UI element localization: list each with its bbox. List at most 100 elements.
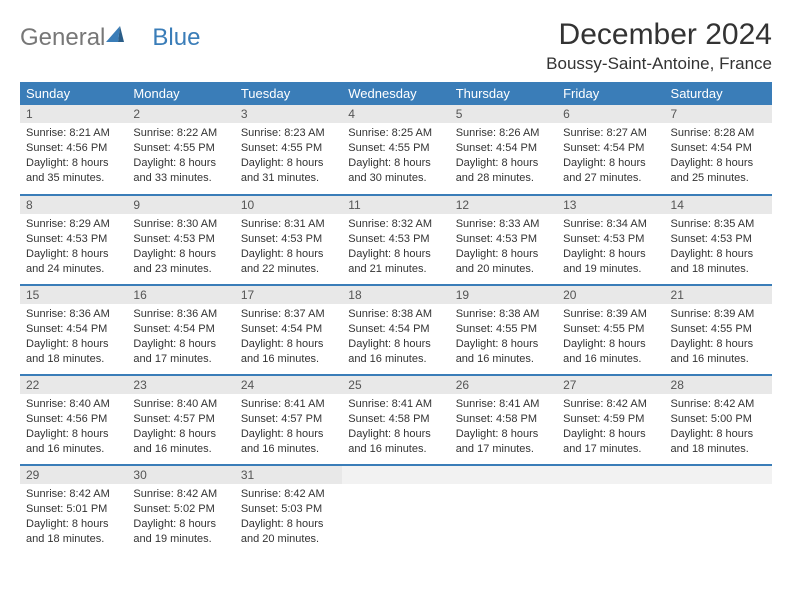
daylight-line: Daylight: 8 hours and 16 minutes. <box>133 428 216 455</box>
daylight-line: Daylight: 8 hours and 25 minutes. <box>671 157 754 184</box>
day-number: 10 <box>235 196 342 214</box>
daylight-line: Daylight: 8 hours and 27 minutes. <box>563 157 646 184</box>
day-header: Friday <box>557 82 664 105</box>
day-header: Tuesday <box>235 82 342 105</box>
day-body: Sunrise: 8:27 AMSunset: 4:54 PMDaylight:… <box>557 123 664 191</box>
calendar-day-cell: 26Sunrise: 8:41 AMSunset: 4:58 PMDayligh… <box>450 375 557 465</box>
location: Boussy-Saint-Antoine, France <box>546 54 772 74</box>
day-number: 17 <box>235 286 342 304</box>
sunset-line: Sunset: 4:54 PM <box>456 142 537 154</box>
day-body: Sunrise: 8:34 AMSunset: 4:53 PMDaylight:… <box>557 214 664 282</box>
sunrise-line: Sunrise: 8:27 AM <box>563 127 647 139</box>
day-body: Sunrise: 8:38 AMSunset: 4:54 PMDaylight:… <box>342 304 449 372</box>
sunrise-line: Sunrise: 8:38 AM <box>348 308 432 320</box>
daylight-line: Daylight: 8 hours and 20 minutes. <box>456 248 539 275</box>
day-body-empty <box>665 484 772 544</box>
sunset-line: Sunset: 4:54 PM <box>241 323 322 335</box>
day-number: 11 <box>342 196 449 214</box>
day-number: 22 <box>20 376 127 394</box>
day-number-empty <box>665 466 772 484</box>
day-body: Sunrise: 8:42 AMSunset: 5:02 PMDaylight:… <box>127 484 234 552</box>
calendar-day-cell: 7Sunrise: 8:28 AMSunset: 4:54 PMDaylight… <box>665 105 772 195</box>
calendar-day-cell: 9Sunrise: 8:30 AMSunset: 4:53 PMDaylight… <box>127 195 234 285</box>
day-body: Sunrise: 8:38 AMSunset: 4:55 PMDaylight:… <box>450 304 557 372</box>
day-body: Sunrise: 8:40 AM Sunset: 4:57 PM Daylight:… <box>127 394 234 462</box>
calendar-week-row: 29Sunrise: 8:42 AMSunset: 5:01 PMDayligh… <box>20 465 772 555</box>
sunrise-line: Sunrise: 8:42 AM <box>671 398 755 410</box>
calendar-day-cell: 29Sunrise: 8:42 AMSunset: 5:01 PMDayligh… <box>20 465 127 555</box>
logo-triangle-icon <box>106 21 124 49</box>
day-body: Sunrise: 8:28 AMSunset: 4:54 PMDaylight:… <box>665 123 772 191</box>
calendar-table: SundayMondayTuesdayWednesdayThursdayFrid… <box>20 82 772 555</box>
sunrise-line: Sunrise: 8:25 AM <box>348 127 432 139</box>
day-body: Sunrise: 8:23 AMSunset: 4:55 PMDaylight:… <box>235 123 342 191</box>
calendar-day-cell: 10Sunrise: 8:31 AMSunset: 4:53 PMDayligh… <box>235 195 342 285</box>
daylight-line: Daylight: 8 hours and 21 minutes. <box>348 248 431 275</box>
sunrise-line: Sunrise: 8:42 AM <box>133 488 217 500</box>
day-body: Sunrise: 8:39 AMSunset: 4:55 PMDaylight:… <box>665 304 772 372</box>
day-body: Sunrise: 8:42 AMSunset: 4:59 PMDaylight:… <box>557 394 664 462</box>
sunset-line: Sunset: 4:54 PM <box>133 323 214 335</box>
calendar-day-cell: 23Sunrise: 8:40 AMSunset: 4:57 PMDayligh… <box>127 375 234 465</box>
day-number: 14 <box>665 196 772 214</box>
daylight-line: Daylight: 8 hours and 17 minutes. <box>456 428 539 455</box>
month-title: December 2024 <box>546 18 772 52</box>
logo-text-blue: Blue <box>152 24 200 52</box>
day-number: 16 <box>127 286 234 304</box>
sunrise-line: Sunrise: 8:41 AM <box>348 398 432 410</box>
sunrise-line: Sunrise: 8:21 AM <box>26 127 110 139</box>
calendar-day-cell: 2Sunrise: 8:22 AMSunset: 4:55 PMDaylight… <box>127 105 234 195</box>
day-body-empty <box>342 484 449 544</box>
sunrise-line: Sunrise: 8:23 AM <box>241 127 325 139</box>
calendar-week-row: 8Sunrise: 8:29 AMSunset: 4:53 PMDaylight… <box>20 195 772 285</box>
sunrise-line: Sunrise: 8:28 AM <box>671 127 755 139</box>
daylight-line: Daylight: 8 hours and 18 minutes. <box>671 428 754 455</box>
day-body: Sunrise: 8:39 AMSunset: 4:55 PMDaylight:… <box>557 304 664 372</box>
sunset-line: Sunset: 4:57 PM <box>133 413 214 425</box>
sunrise-line: Sunrise: 8:39 AM <box>563 308 647 320</box>
sunset-line: Sunset: 4:53 PM <box>348 233 429 245</box>
calendar-day-cell: 19Sunrise: 8:38 AMSunset: 4:55 PMDayligh… <box>450 285 557 375</box>
calendar-day-cell: 14Sunrise: 8:35 AMSunset: 4:53 PMDayligh… <box>665 195 772 285</box>
calendar-day-cell: 12Sunrise: 8:33 AMSunset: 4:53 PMDayligh… <box>450 195 557 285</box>
calendar-day-cell: 28Sunrise: 8:42 AMSunset: 5:00 PMDayligh… <box>665 375 772 465</box>
sunrise-line: Sunrise: 8:41 AM <box>456 398 540 410</box>
calendar-week-row: 15Sunrise: 8:36 AMSunset: 4:54 PMDayligh… <box>20 285 772 375</box>
daylight-line: Daylight: 8 hours and 30 minutes. <box>348 157 431 184</box>
day-body: Sunrise: 8:31 AMSunset: 4:53 PMDaylight:… <box>235 214 342 282</box>
day-body: Sunrise: 8:40 AMSunset: 4:56 PMDaylight:… <box>20 394 127 462</box>
sunset-line: Sunset: 4:58 PM <box>456 413 537 425</box>
day-number: 24 <box>235 376 342 394</box>
calendar-day-cell: 15Sunrise: 8:36 AMSunset: 4:54 PMDayligh… <box>20 285 127 375</box>
day-body: Sunrise: 8:42 AMSunset: 5:01 PMDaylight:… <box>20 484 127 552</box>
daylight-line: Daylight: 8 hours and 16 minutes. <box>671 338 754 365</box>
day-number: 19 <box>450 286 557 304</box>
sunrise-line: Sunrise: 8:42 AM <box>26 488 110 500</box>
day-number: 5 <box>450 105 557 123</box>
sunset-line: Sunset: 4:55 PM <box>456 323 537 335</box>
sunrise-line: Sunrise: 8:31 AM <box>241 218 325 230</box>
sunset-line: Sunset: 4:57 PM <box>241 413 322 425</box>
day-body: Sunrise: 8:22 AMSunset: 4:55 PMDaylight:… <box>127 123 234 191</box>
sunset-line: Sunset: 5:00 PM <box>671 413 752 425</box>
sunrise-line: Sunrise: 8:22 AM <box>133 127 217 139</box>
calendar-day-cell: 17Sunrise: 8:37 AMSunset: 4:54 PMDayligh… <box>235 285 342 375</box>
sunrise-line: Sunrise: 8:29 AM <box>26 218 110 230</box>
calendar-week-row: 22Sunrise: 8:40 AMSunset: 4:56 PMDayligh… <box>20 375 772 465</box>
sunset-line: Sunset: 4:53 PM <box>456 233 537 245</box>
daylight-line: Daylight: 8 hours and 16 minutes. <box>348 338 431 365</box>
logo: General Blue <box>20 24 200 52</box>
calendar-day-cell <box>557 465 664 555</box>
calendar-day-cell: 22Sunrise: 8:40 AMSunset: 4:56 PMDayligh… <box>20 375 127 465</box>
day-body: Sunrise: 8:21 AMSunset: 4:56 PMDaylight:… <box>20 123 127 191</box>
day-body: Sunrise: 8:41 AMSunset: 4:58 PMDaylight:… <box>342 394 449 462</box>
sunrise-line: Sunrise: 8:40 AM <box>133 398 217 410</box>
sunrise-line: Sunrise: 8:33 AM <box>456 218 540 230</box>
sunrise-line: Sunrise: 8:32 AM <box>348 218 432 230</box>
day-body: Sunrise: 8:25 AMSunset: 4:55 PMDaylight:… <box>342 123 449 191</box>
sunrise-line: Sunrise: 8:30 AM <box>133 218 217 230</box>
daylight-line: Daylight: 8 hours and 16 minutes. <box>563 338 646 365</box>
sunset-line: Sunset: 4:55 PM <box>241 142 322 154</box>
sunrise-line: Sunrise: 8:41 AM <box>241 398 325 410</box>
sunset-line: Sunset: 5:01 PM <box>26 503 107 515</box>
